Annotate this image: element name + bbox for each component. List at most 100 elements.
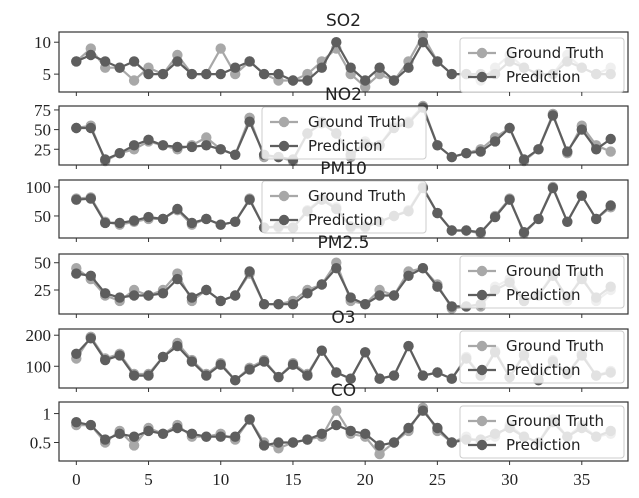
co-prediction-point xyxy=(244,414,255,425)
co-legend-box xyxy=(459,405,625,459)
pm10-prediction-point xyxy=(114,217,125,229)
co-prediction-point xyxy=(215,431,226,442)
pm25-prediction-point xyxy=(215,295,226,307)
so2-prediction-point xyxy=(302,75,313,86)
no2-prediction-point xyxy=(504,122,515,134)
so2-prediction-point xyxy=(85,49,97,61)
no2-title: NO2 xyxy=(325,85,362,105)
no2-prediction-point xyxy=(244,116,255,127)
o3-legend: Ground Truth Prediction xyxy=(459,330,625,384)
co-prediction-point xyxy=(258,440,270,451)
no2-prediction-point xyxy=(605,133,616,145)
pm10-y-tick-label: 100 xyxy=(26,178,52,197)
co-prediction-point xyxy=(374,440,385,451)
pm25-axes-frame xyxy=(58,253,629,315)
no2-prediction-point xyxy=(518,154,530,165)
o3-prediction-point xyxy=(302,370,313,381)
co-prediction-point xyxy=(230,431,241,442)
pm25-prediction-point xyxy=(114,292,125,303)
so2-prediction-point xyxy=(244,56,255,67)
o3-y-tick-label: 100 xyxy=(26,357,52,376)
so2-prediction-point xyxy=(388,75,400,86)
co-prediction-point xyxy=(273,437,284,448)
pm25-legend-prediction-marker xyxy=(476,289,488,301)
o3-axes-frame xyxy=(58,328,629,389)
no2-prediction-point xyxy=(143,134,154,145)
pm10-prediction-point xyxy=(100,217,111,229)
no2-prediction-point xyxy=(215,144,226,155)
pm25-prediction-point xyxy=(100,288,111,299)
co-ground-truth-point xyxy=(331,405,342,416)
co-legend: Ground Truth Prediction xyxy=(459,405,625,459)
no2-prediction-point xyxy=(157,140,169,151)
pm25-legend-prediction-label: Prediction xyxy=(506,286,581,304)
co-prediction-point xyxy=(316,428,327,439)
panel-pm25: 25 50 PM2.5 Ground Truth Prediction xyxy=(34,233,629,318)
no2-prediction-point xyxy=(461,148,472,159)
o3-prediction-point xyxy=(215,359,226,370)
pm10-prediction-point xyxy=(489,211,501,223)
pm10-prediction-point xyxy=(143,211,154,223)
pm25-prediction-point xyxy=(273,299,284,310)
so2-ground-truth-point xyxy=(128,75,140,86)
so2-prediction-point xyxy=(172,56,183,67)
no2-ground-truth-point xyxy=(201,132,212,143)
pm25-legend: Ground Truth Prediction xyxy=(459,255,625,309)
so2-ground-truth-point xyxy=(215,43,226,54)
no2-prediction-point xyxy=(100,154,111,165)
o3-prediction-point xyxy=(230,375,241,386)
pm25-legend-ground-truth-marker xyxy=(476,265,488,277)
o3-prediction-point xyxy=(331,367,342,378)
no2-prediction-point xyxy=(128,140,140,151)
pm10-prediction-point xyxy=(128,215,140,226)
co-prediction-point xyxy=(172,422,183,434)
no2-legend-box xyxy=(261,106,427,160)
no2-legend-ground-truth-marker xyxy=(278,116,290,128)
pm25-y-tick-label: 50 xyxy=(34,254,51,273)
co-prediction-point xyxy=(71,417,82,428)
co-prediction-point xyxy=(403,422,414,434)
o3-prediction-point xyxy=(114,350,125,361)
pm25-legend-box xyxy=(459,255,625,309)
so2-prediction-point xyxy=(417,37,429,48)
so2-legend-prediction-marker xyxy=(476,71,488,83)
co-prediction-point xyxy=(432,422,443,434)
so2-prediction-point xyxy=(258,68,270,80)
no2-legend: Ground Truth Prediction xyxy=(261,106,427,160)
o3-prediction-point xyxy=(316,345,327,356)
no2-ground-truth-point xyxy=(605,146,616,157)
so2-prediction-point xyxy=(215,68,226,80)
o3-prediction-point xyxy=(128,370,140,381)
so2-prediction-point xyxy=(201,68,212,80)
pm10-prediction-point xyxy=(85,193,97,204)
no2-prediction-point xyxy=(230,149,241,160)
pm25-legend-ground-truth-label: Ground Truth xyxy=(506,262,604,280)
pm25-prediction-point xyxy=(71,268,82,279)
no2-prediction-point xyxy=(475,146,486,157)
no2-prediction-point xyxy=(186,141,198,153)
so2-prediction-point xyxy=(157,68,169,80)
so2-y-tick-label: 5 xyxy=(43,65,52,84)
x-tick-label: 20 xyxy=(357,470,374,489)
o3-prediction-point xyxy=(403,340,414,352)
pm10-prediction-point xyxy=(201,213,212,225)
pm25-prediction-point xyxy=(388,290,400,301)
pm25-prediction-point xyxy=(432,281,443,292)
pm10-prediction-point xyxy=(244,194,255,205)
o3-legend-prediction-label: Prediction xyxy=(506,361,581,379)
pm25-prediction-point xyxy=(172,273,183,285)
so2-y-tick-label: 10 xyxy=(34,33,51,52)
o3-prediction-point xyxy=(273,371,284,383)
no2-prediction-point xyxy=(533,144,544,155)
co-prediction-point xyxy=(100,434,111,445)
pm25-prediction-point xyxy=(157,288,169,299)
so2-axes-frame xyxy=(58,31,629,93)
pm10-prediction-point xyxy=(576,190,587,201)
co-title: CO xyxy=(331,381,356,401)
pm25-prediction-point xyxy=(258,299,270,310)
o3-legend-prediction-marker xyxy=(476,364,488,376)
o3-prediction-point xyxy=(244,364,255,375)
no2-prediction-point xyxy=(71,122,82,134)
